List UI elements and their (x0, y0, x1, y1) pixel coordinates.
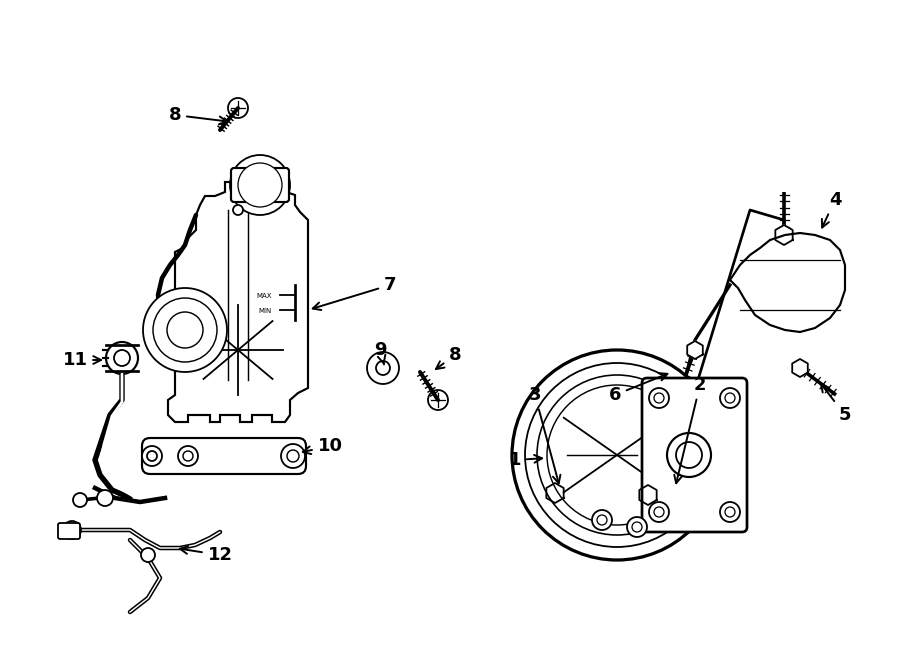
Circle shape (178, 446, 198, 466)
Circle shape (649, 502, 669, 522)
Text: 10: 10 (302, 437, 343, 455)
Text: 1: 1 (508, 451, 542, 469)
Circle shape (167, 312, 203, 348)
Circle shape (147, 451, 157, 461)
Circle shape (537, 375, 697, 535)
Circle shape (654, 393, 664, 403)
Polygon shape (639, 485, 657, 505)
Circle shape (525, 363, 709, 547)
Circle shape (143, 288, 227, 372)
Circle shape (720, 502, 740, 522)
Text: MAX: MAX (256, 293, 272, 299)
Text: MIN: MIN (259, 308, 272, 314)
Circle shape (233, 205, 243, 215)
Circle shape (627, 517, 647, 537)
Polygon shape (775, 225, 793, 245)
Circle shape (667, 433, 711, 477)
Circle shape (153, 298, 217, 362)
Polygon shape (792, 359, 808, 377)
Circle shape (547, 385, 687, 525)
Circle shape (376, 361, 390, 375)
Text: 5: 5 (821, 384, 851, 424)
Text: 2: 2 (674, 376, 706, 483)
Circle shape (230, 155, 290, 215)
Circle shape (114, 350, 130, 366)
FancyBboxPatch shape (642, 378, 747, 532)
Circle shape (592, 510, 612, 530)
Circle shape (73, 493, 87, 507)
Circle shape (97, 490, 113, 506)
Circle shape (720, 388, 740, 408)
Circle shape (632, 522, 642, 532)
Polygon shape (730, 233, 845, 332)
Polygon shape (688, 341, 703, 359)
Circle shape (281, 444, 305, 468)
FancyBboxPatch shape (142, 438, 306, 474)
Circle shape (512, 350, 722, 560)
Text: 3: 3 (529, 386, 561, 483)
FancyBboxPatch shape (231, 168, 289, 202)
Circle shape (183, 451, 193, 461)
Circle shape (228, 98, 248, 118)
Circle shape (142, 446, 162, 466)
Text: 11: 11 (62, 351, 101, 369)
Circle shape (676, 442, 702, 468)
FancyBboxPatch shape (58, 523, 80, 539)
Circle shape (106, 342, 138, 374)
Circle shape (141, 548, 155, 562)
Text: 7: 7 (312, 276, 396, 310)
Circle shape (238, 163, 282, 207)
Circle shape (649, 388, 669, 408)
Circle shape (725, 393, 735, 403)
Circle shape (597, 515, 607, 525)
Circle shape (287, 450, 299, 462)
Text: 8: 8 (436, 346, 462, 369)
Circle shape (428, 390, 448, 410)
Text: 6: 6 (608, 373, 668, 404)
Circle shape (725, 507, 735, 517)
Text: 9: 9 (374, 341, 386, 365)
Circle shape (654, 507, 664, 517)
Polygon shape (168, 182, 308, 422)
Polygon shape (546, 483, 563, 503)
Text: 8: 8 (168, 106, 227, 124)
Text: 12: 12 (180, 546, 232, 564)
Circle shape (367, 352, 399, 384)
Text: 4: 4 (822, 191, 842, 227)
Circle shape (63, 521, 81, 539)
